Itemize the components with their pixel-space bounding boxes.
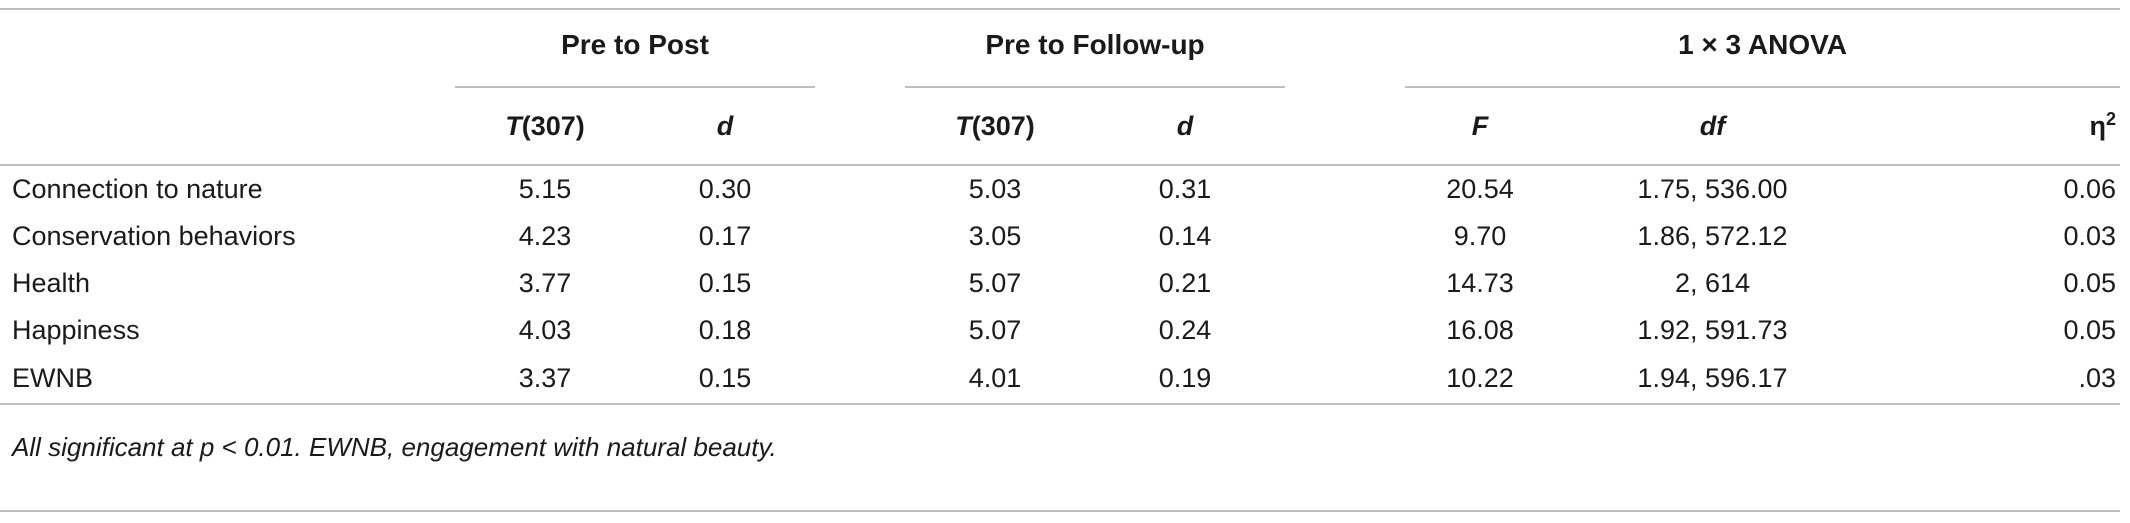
cell-eta-squared: 0.06	[2063, 174, 2116, 204]
cell-t-pre-follow: 5.07	[968, 268, 1022, 298]
cell-d-pre-post: 0.17	[698, 221, 752, 251]
subheader-f: F	[1405, 88, 1555, 166]
subheader-blank	[0, 88, 455, 166]
cell-df: 1.94, 596.17	[1555, 354, 1870, 405]
subheader-t-pre-follow: T(307)	[905, 88, 1085, 166]
cell-f: 9.70	[1453, 221, 1507, 251]
cell-f: 14.73	[1446, 268, 1514, 298]
cell-d-pre-post: 0.15	[635, 354, 815, 405]
cell-f: 10.22	[1405, 354, 1555, 405]
table-row: Conservation behaviors 4.23 0.17 3.05 0.…	[0, 213, 2120, 260]
table-row: Health 3.77 0.15 5.07 0.21 14.73 2, 614 …	[0, 260, 2120, 307]
subheader-eta-squared: η2	[1870, 88, 2120, 166]
cell-d-pre-follow: 0.24	[1158, 315, 1212, 345]
table-footnote: All significant at p < 0.01. EWNB, engag…	[12, 432, 777, 462]
cell-d-pre-post: 0.30	[698, 174, 752, 204]
cell-f: 20.54	[1446, 174, 1514, 204]
group-header-pre-post: Pre to Post	[455, 8, 815, 87]
row-label: EWNB	[0, 354, 455, 405]
cell-t-pre-follow: 5.07	[968, 315, 1022, 345]
cell-eta-squared: 0.03	[2063, 221, 2116, 251]
subheader-df: df	[1555, 88, 1870, 166]
cell-eta-squared: 0.05	[2063, 315, 2116, 345]
cell-t-pre-post: 4.03	[518, 315, 572, 345]
cell-eta-squared: 0.05	[2063, 268, 2116, 298]
cell-df: 1.86, 572.12	[1637, 221, 1788, 251]
table-row: Happiness 4.03 0.18 5.07 0.24 16.08 1.92…	[0, 307, 2120, 354]
cell-t-pre-post: 4.23	[518, 221, 572, 251]
cell-t-pre-follow: 5.03	[968, 174, 1022, 204]
cell-df: 1.92, 591.73	[1637, 315, 1788, 345]
results-table: Pre to Post Pre to Follow-up 1 × 3 ANOVA	[0, 8, 2120, 405]
cell-t-pre-post: 3.37	[455, 354, 635, 405]
subheader-d-pre-follow: d	[1085, 88, 1285, 166]
cell-t-pre-follow: 4.01	[905, 354, 1085, 405]
empty-corner-cell	[0, 8, 455, 87]
cell-d-pre-follow: 0.14	[1158, 221, 1212, 251]
subheader-d-pre-post: d	[635, 88, 815, 166]
cell-t-pre-post: 5.15	[518, 174, 572, 204]
row-label: Health	[12, 268, 91, 298]
table-row: Connection to nature 5.15 0.30 5.03 0.31…	[0, 165, 2120, 213]
group-header-anova: 1 × 3 ANOVA	[1405, 8, 2120, 87]
group-header-pre-follow: Pre to Follow-up	[905, 8, 1285, 87]
bottom-divider	[0, 510, 2120, 512]
row-label: Conservation behaviors	[12, 221, 296, 251]
group-gap	[1285, 8, 1405, 87]
cell-d-pre-follow: 0.21	[1158, 268, 1212, 298]
cell-t-pre-follow: 3.05	[968, 221, 1022, 251]
cell-d-pre-post: 0.18	[698, 315, 752, 345]
group-header-row: Pre to Post Pre to Follow-up 1 × 3 ANOVA	[0, 8, 2120, 87]
table-body: Connection to nature 5.15 0.30 5.03 0.31…	[0, 165, 2120, 405]
cell-df: 2, 614	[1674, 268, 1751, 298]
cell-d-pre-follow: 0.31	[1158, 174, 1212, 204]
cell-f: 16.08	[1446, 315, 1514, 345]
cell-d-pre-post: 0.15	[698, 268, 752, 298]
subheader-row: T(307) d T(307) d F df η2	[0, 88, 2120, 166]
subheader-t-pre-post: T(307)	[455, 88, 635, 166]
subheader-gap	[815, 88, 905, 166]
row-label: Connection to nature	[12, 174, 263, 204]
cell-d-pre-follow: 0.19	[1085, 354, 1285, 405]
table-row: EWNB 3.37 0.15 4.01 0.19 10.22 1.94, 596…	[0, 354, 2120, 405]
subheader-gap	[1285, 88, 1405, 166]
cell-t-pre-post: 3.77	[518, 268, 572, 298]
group-gap	[815, 8, 905, 87]
row-label: Happiness	[12, 315, 140, 345]
cell-eta-squared: .03	[1870, 354, 2120, 405]
cell-df: 1.75, 536.00	[1637, 174, 1788, 204]
